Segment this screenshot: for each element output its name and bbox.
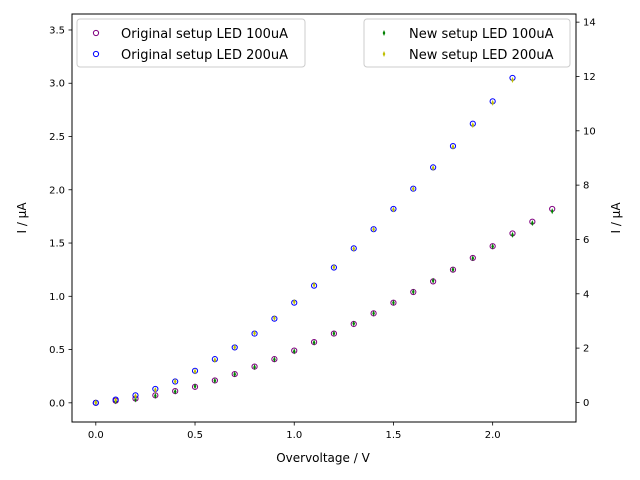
data-point [332, 264, 336, 271]
y-left-tick-label: 2.5 [49, 132, 65, 143]
series-layer [92, 74, 556, 406]
data-point [253, 364, 256, 371]
data-point [491, 99, 494, 106]
data-point [451, 143, 455, 150]
legend-label-original-100: Original setup LED 100uA [121, 27, 288, 42]
x-tick-label: 1.0 [286, 430, 302, 441]
data-point [94, 399, 98, 406]
data-point [352, 245, 356, 252]
legend-left: Original setup LED 100uA Original setup … [76, 18, 306, 68]
data-point [352, 320, 356, 327]
y-axis-left-label: I / μA [15, 202, 29, 234]
data-point [511, 77, 514, 84]
data-point [312, 281, 316, 288]
data-point [431, 277, 435, 284]
data-point [173, 388, 177, 395]
legend-marker-new-200 [382, 51, 386, 57]
y-right-tick-label: 10 [583, 126, 596, 137]
legend-marker-new-100 [382, 30, 386, 36]
legend-marker-original-100 [92, 29, 100, 37]
y-right-tick-label: 8 [583, 181, 589, 192]
x-tick-label: 0.0 [88, 430, 104, 441]
y-left-tick-label: 0.5 [49, 345, 65, 356]
data-point [154, 392, 157, 399]
data-point [114, 397, 117, 404]
series-2 [92, 74, 516, 406]
data-point [431, 165, 435, 172]
data-point [292, 348, 296, 355]
legend-right: New setup LED 100uA New setup LED 200uA [363, 18, 571, 68]
data-point [392, 299, 395, 306]
series-4 [94, 77, 514, 406]
x-axis-label: Overvoltage / V [276, 451, 370, 465]
x-tick-label: 0.5 [187, 430, 203, 441]
data-point [134, 396, 137, 403]
x-tick-label: 2.0 [485, 430, 501, 441]
y-axis-left: 0.0 0.5 1.0 1.5 2.0 2.5 3.0 3.5 [49, 25, 72, 409]
legend-right-frame [363, 18, 571, 68]
data-point [193, 368, 197, 375]
data-point [233, 344, 237, 351]
y-left-tick-label: 1.0 [49, 292, 65, 303]
data-point [273, 314, 276, 321]
legend-left-frame [76, 18, 306, 68]
data-point [372, 226, 375, 233]
legend-label-original-200: Original setup LED 200uA [121, 48, 288, 63]
data-point [550, 208, 554, 215]
y-right-tick-label: 0 [583, 398, 589, 409]
data-point [372, 310, 375, 317]
data-point [411, 185, 415, 192]
data-point [471, 255, 475, 262]
data-point [451, 266, 455, 273]
y-left-tick-label: 2.0 [49, 185, 65, 196]
data-point [312, 339, 316, 346]
plot-frame [71, 13, 577, 423]
data-point [292, 298, 296, 305]
data-point [273, 356, 276, 363]
series-3 [94, 208, 554, 406]
y-right-tick-label: 6 [583, 235, 589, 246]
y-axis-right-label: I / μA [609, 202, 623, 234]
y-left-tick-label: 0.0 [49, 398, 65, 409]
data-point [213, 377, 217, 384]
y-right-tick-label: 12 [583, 72, 596, 83]
data-point [471, 122, 475, 129]
y-right-tick-label: 2 [583, 344, 589, 355]
data-point [173, 378, 177, 385]
data-point [511, 231, 514, 238]
data-point [213, 357, 217, 364]
legend-label-new-200: New setup LED 200uA [409, 48, 554, 63]
legend-label-new-100: New setup LED 100uA [409, 27, 554, 42]
data-point [392, 206, 395, 213]
y-axis-right: 0 2 4 6 8 10 12 14 [576, 18, 596, 409]
data-point [411, 288, 415, 295]
y-left-tick-label: 3.5 [49, 25, 65, 36]
x-tick-label: 1.5 [385, 430, 401, 441]
data-point [154, 386, 157, 393]
data-point [332, 330, 336, 337]
data-point [253, 330, 256, 337]
series-1 [92, 205, 556, 406]
y-right-tick-label: 4 [583, 289, 589, 300]
data-point [193, 383, 197, 390]
legend-marker-original-200 [92, 50, 100, 58]
y-right-tick-label: 14 [583, 18, 596, 29]
x-axis: 0.0 0.5 1.0 1.5 2.0 [88, 422, 501, 441]
data-point [531, 220, 534, 227]
data-point [491, 243, 494, 250]
data-point [134, 393, 137, 400]
y-left-tick-label: 3.0 [49, 79, 65, 90]
y-left-tick-label: 1.5 [49, 239, 65, 250]
data-point [233, 371, 237, 378]
